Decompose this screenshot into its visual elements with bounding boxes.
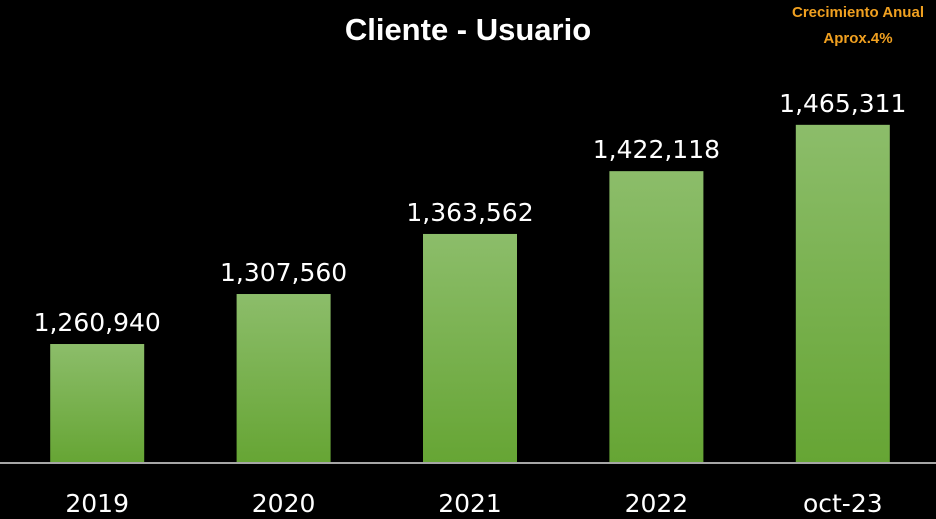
bar bbox=[236, 294, 331, 463]
data-label: 1,465,311 bbox=[779, 89, 906, 118]
bar bbox=[609, 171, 704, 463]
annotation: Aprox.4% bbox=[823, 30, 892, 47]
annotation: Crecimiento Anual bbox=[792, 4, 924, 21]
x-tick-label: 2019 bbox=[65, 489, 129, 518]
data-label: 1,260,940 bbox=[34, 308, 161, 337]
data-label: 1,307,560 bbox=[220, 258, 347, 287]
x-tick-label: 2020 bbox=[252, 489, 316, 518]
x-tick-label: 2022 bbox=[625, 489, 689, 518]
chart-title: Cliente - Usuario bbox=[345, 12, 591, 47]
bar bbox=[50, 344, 145, 463]
x-tick-label: 2021 bbox=[438, 489, 502, 518]
x-tick-label: oct-23 bbox=[803, 489, 883, 518]
data-label: 1,363,562 bbox=[406, 198, 533, 227]
data-label: 1,422,118 bbox=[593, 135, 720, 164]
bar bbox=[423, 233, 517, 463]
bar bbox=[795, 124, 890, 463]
